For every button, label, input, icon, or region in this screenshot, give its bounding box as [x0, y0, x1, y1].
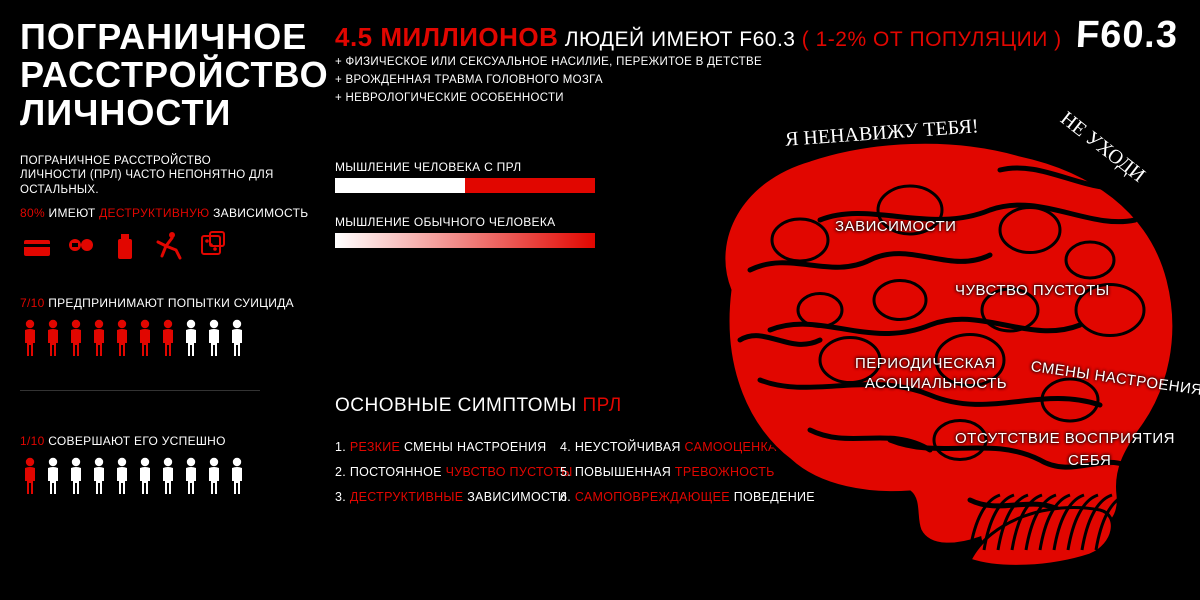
person-icon [66, 456, 86, 496]
people-attempt-row [20, 318, 247, 358]
bar-normal-bar [335, 233, 595, 248]
stat-addiction: 80% ИМЕЮТ ДЕСТРУКТИВНУЮ ЗАВИСИМОСТЬ [20, 206, 308, 220]
card-icon [20, 228, 54, 262]
symptoms-col-left: 1. РЕЗКИЕ СМЕНЫ НАСТРОЕНИЯ2. ПОСТОЯННОЕ … [335, 435, 573, 510]
bar-normal: МЫШЛЕНИЕ ОБЫЧНОГО ЧЕЛОВЕКА [335, 215, 595, 248]
brain-label: ЗАВИСИМОСТИ [835, 218, 956, 235]
person-icon [112, 318, 132, 358]
person-icon [204, 456, 224, 496]
stat-attempt-divider [20, 390, 260, 391]
dice-icon [196, 228, 230, 262]
brain-label: ПЕРИОДИЧЕСКАЯ [855, 355, 996, 372]
person-icon [181, 456, 201, 496]
brain-label: ЧУВСТВО ПУСТОТЫ [955, 282, 1110, 299]
people-success-row [20, 456, 247, 496]
brain-graphic: Я НЕНАВИЖУ ТЕБЯ!НЕ УХОДИЗАВИСИМОСТИЧУВСТ… [670, 100, 1190, 580]
title-line-1: ПОГРАНИЧНОЕ [20, 18, 329, 56]
headline: 4.5 МИЛЛИОНОВ ЛЮДЕЙ ИМЕЮТ F60.3 ( 1-2% О… [335, 22, 1062, 53]
stat-attempt: 7/10 ПРЕДПРИНИМАЮТ ПОПЫТКИ СУИЦИДА [20, 296, 294, 310]
stat-success: 1/10 СОВЕРШАЮТ ЕГО УСПЕШНО [20, 434, 226, 448]
symptom-item: 3. ДЕСТРУКТИВНЫЕ ЗАВИСИМОСТИ [335, 485, 573, 510]
pills-icon [64, 228, 98, 262]
symptom-item: 2. ПОСТОЯННОЕ ЧУВСТВО ПУСТОТЫ [335, 460, 573, 485]
title-line-3: ЛИЧНОСТИ [20, 94, 329, 132]
subtitle: ПОГРАНИЧНОЕ РАССТРОЙСТВО ЛИЧНОСТИ (ПРЛ) … [20, 154, 280, 197]
person-icon [158, 318, 178, 358]
symptoms-title: ОСНОВНЫЕ СИМПТОМЫ ПРЛ [335, 395, 622, 417]
brain-label: СЕБЯ [1068, 452, 1111, 469]
cause-item: + ВРОЖДЕННАЯ ТРАВМА ГОЛОВНОГО МОЗГА [335, 72, 762, 90]
person-icon [135, 456, 155, 496]
bar-bpd: МЫШЛЕНИЕ ЧЕЛОВЕКА С ПРЛ [335, 160, 595, 193]
bottle-icon [108, 228, 142, 262]
brain-label: АСОЦИАЛЬНОСТЬ [865, 375, 1007, 392]
addiction-icons-row [20, 228, 230, 262]
brain-label: ОТСУТСТВИЕ ВОСПРИЯТИЯ [955, 430, 1175, 447]
person-icon [181, 318, 201, 358]
main-title: ПОГРАНИЧНОЕ РАССТРОЙСТВО ЛИЧНОСТИ [20, 18, 329, 131]
person-icon [158, 456, 178, 496]
person-icon [20, 318, 40, 358]
headline-paren: ( 1-2% ОТ ПОПУЛЯЦИИ ) [802, 28, 1062, 51]
person-icon [20, 456, 40, 496]
person-icon [66, 318, 86, 358]
symptom-item: 1. РЕЗКИЕ СМЕНЫ НАСТРОЕНИЯ [335, 435, 573, 460]
cause-item: + ФИЗИЧЕСКОЕ ИЛИ СЕКСУАЛЬНОЕ НАСИЛИЕ, ПЕ… [335, 54, 762, 72]
person-icon [227, 456, 247, 496]
person-icon [135, 318, 155, 358]
run-icon [152, 228, 186, 262]
person-icon [89, 456, 109, 496]
headline-rest: ЛЮДЕЙ ИМЕЮТ F60.3 [565, 28, 802, 51]
bar-bpd-bar [335, 178, 595, 193]
bar-bpd-label: МЫШЛЕНИЕ ЧЕЛОВЕКА С ПРЛ [335, 160, 595, 174]
person-icon [43, 456, 63, 496]
icd-code: F60.3 [1075, 14, 1179, 57]
person-icon [204, 318, 224, 358]
person-icon [227, 318, 247, 358]
headline-figure: 4.5 МИЛЛИОНОВ [335, 22, 558, 52]
title-line-2: РАССТРОЙСТВО [20, 56, 329, 94]
bar-normal-label: МЫШЛЕНИЕ ОБЫЧНОГО ЧЕЛОВЕКА [335, 215, 595, 229]
person-icon [43, 318, 63, 358]
brain-svg [670, 100, 1190, 580]
person-icon [112, 456, 132, 496]
person-icon [89, 318, 109, 358]
